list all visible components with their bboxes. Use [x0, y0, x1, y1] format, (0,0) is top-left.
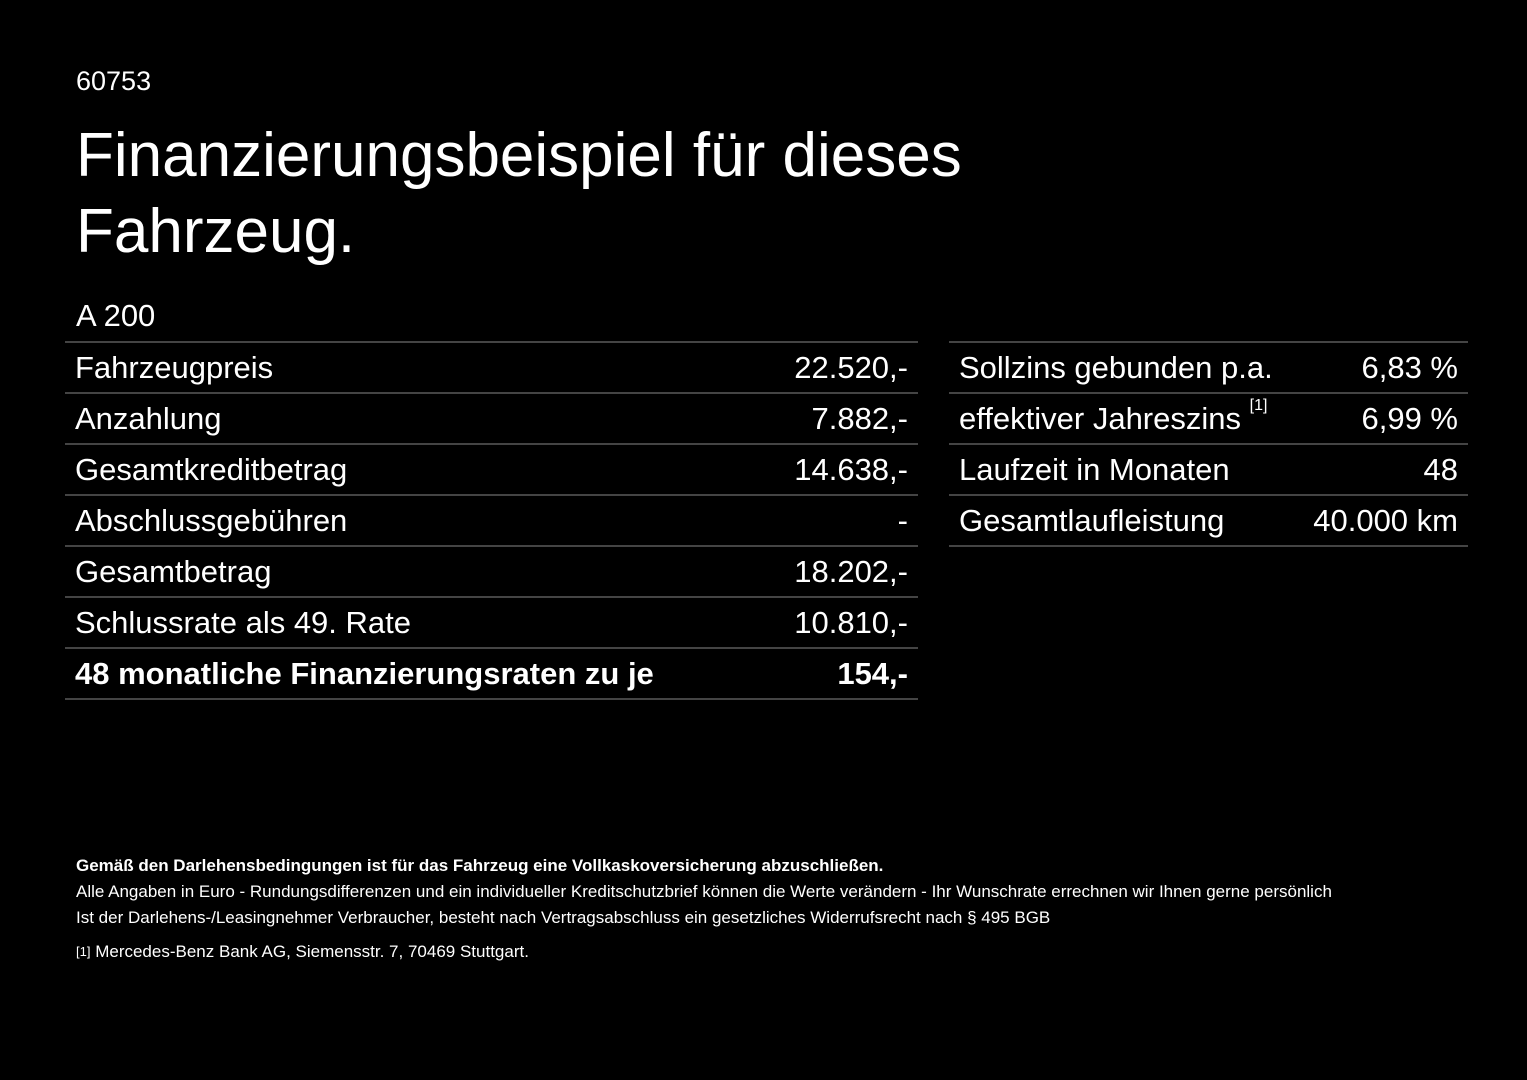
value: 6,99 %: [1296, 393, 1468, 445]
value: 10.810,-: [762, 597, 918, 649]
label-text: Gesamtkreditbetrag: [75, 451, 348, 487]
row: 48 monatliche Finanzierungsraten zu je 15…: [65, 648, 918, 700]
label-text: Gesamtlaufleistung: [959, 502, 1225, 538]
label-text: Gesamtbetrag: [75, 553, 272, 589]
label-text: Sollzins gebunden p.a.: [959, 349, 1273, 385]
label: Abschlussgebühren: [65, 495, 763, 547]
label: effektiver Jahreszins [1]: [949, 393, 1297, 445]
footer-line: Alle Angaben in Euro - Rundungsdifferenz…: [76, 882, 1332, 901]
footer-bold: Gemäß den Darlehensbedingungen ist für d…: [76, 856, 884, 875]
row: effektiver Jahreszins [1] 6,99 %: [949, 393, 1468, 445]
footnote-text: Mercedes-Benz Bank AG, Siemensstr. 7, 70…: [95, 942, 529, 961]
row: Gesamtlaufleistung 40.000 km: [949, 495, 1468, 547]
value: -: [762, 495, 918, 547]
label: Fahrzeugpreis: [65, 342, 763, 394]
code: 60753: [76, 66, 152, 96]
row: Gesamtkreditbetrag 14.638,-: [65, 444, 918, 496]
row: Fahrzeugpreis 22.520,-: [65, 342, 918, 394]
label: Laufzeit in Monaten: [949, 444, 1297, 496]
right-table: Sollzins gebunden p.a. 6,83 % effektiver J…: [949, 341, 1468, 547]
footnote: [1] Mercedes-Benz Bank AG, Siemensstr. 7…: [76, 939, 1332, 965]
value: 14.638,-: [762, 444, 918, 496]
value: 48: [1296, 444, 1468, 496]
label-text: Fahrzeugpreis: [75, 349, 274, 385]
footnote-ref: [1]: [1249, 396, 1268, 414]
left-table: Fahrzeugpreis 22.520,- Anzahlung 7.882,- Ges…: [65, 341, 918, 700]
label-text: Anzahlung: [75, 400, 222, 436]
footnote-marker: [1]: [76, 944, 91, 959]
row: Abschlussgebühren -: [65, 495, 918, 547]
row: Gesamtbetrag 18.202,-: [65, 546, 918, 598]
label: Sollzins gebunden p.a.: [949, 342, 1297, 394]
label-text: 48 monatliche Finanzierungsraten zu je: [75, 655, 654, 691]
label: Anzahlung: [65, 393, 763, 445]
value: 22.520,-: [762, 342, 918, 394]
footer: Gemäß den Darlehensbedingungen ist für d…: [76, 853, 1332, 965]
model: A 200: [76, 298, 156, 333]
value: 40.000 km: [1296, 495, 1468, 547]
label: Gesamtbetrag: [65, 546, 763, 598]
label: Gesamtkreditbetrag: [65, 444, 763, 496]
value: 154,-: [762, 648, 918, 700]
title: Finanzierungsbeispiel für dieses Fahrzeug…: [76, 118, 962, 270]
row: Anzahlung 7.882,-: [65, 393, 918, 445]
row: Sollzins gebunden p.a. 6,83 %: [949, 342, 1468, 394]
value: 7.882,-: [762, 393, 918, 445]
label: Gesamtlaufleistung: [949, 495, 1297, 547]
row: Laufzeit in Monaten 48: [949, 444, 1468, 496]
label-text: Laufzeit in Monaten: [959, 451, 1230, 487]
label-text: effektiver Jahreszins: [959, 400, 1241, 436]
label: Schlussrate als 49. Rate: [65, 597, 763, 649]
value: 6,83 %: [1296, 342, 1468, 394]
label-text: Abschlussgebühren: [75, 502, 348, 538]
title-line: Finanzierungsbeispiel für dieses: [76, 121, 962, 190]
label-text: Schlussrate als 49. Rate: [75, 604, 412, 640]
value: 18.202,-: [762, 546, 918, 598]
title-line: Fahrzeug.: [76, 197, 356, 266]
row: Schlussrate als 49. Rate 10.810,-: [65, 597, 918, 649]
label: 48 monatliche Finanzierungsraten zu je: [65, 648, 763, 700]
footer-line: Ist der Darlehens-/Leasingnehmer Verbrau…: [76, 908, 1051, 927]
